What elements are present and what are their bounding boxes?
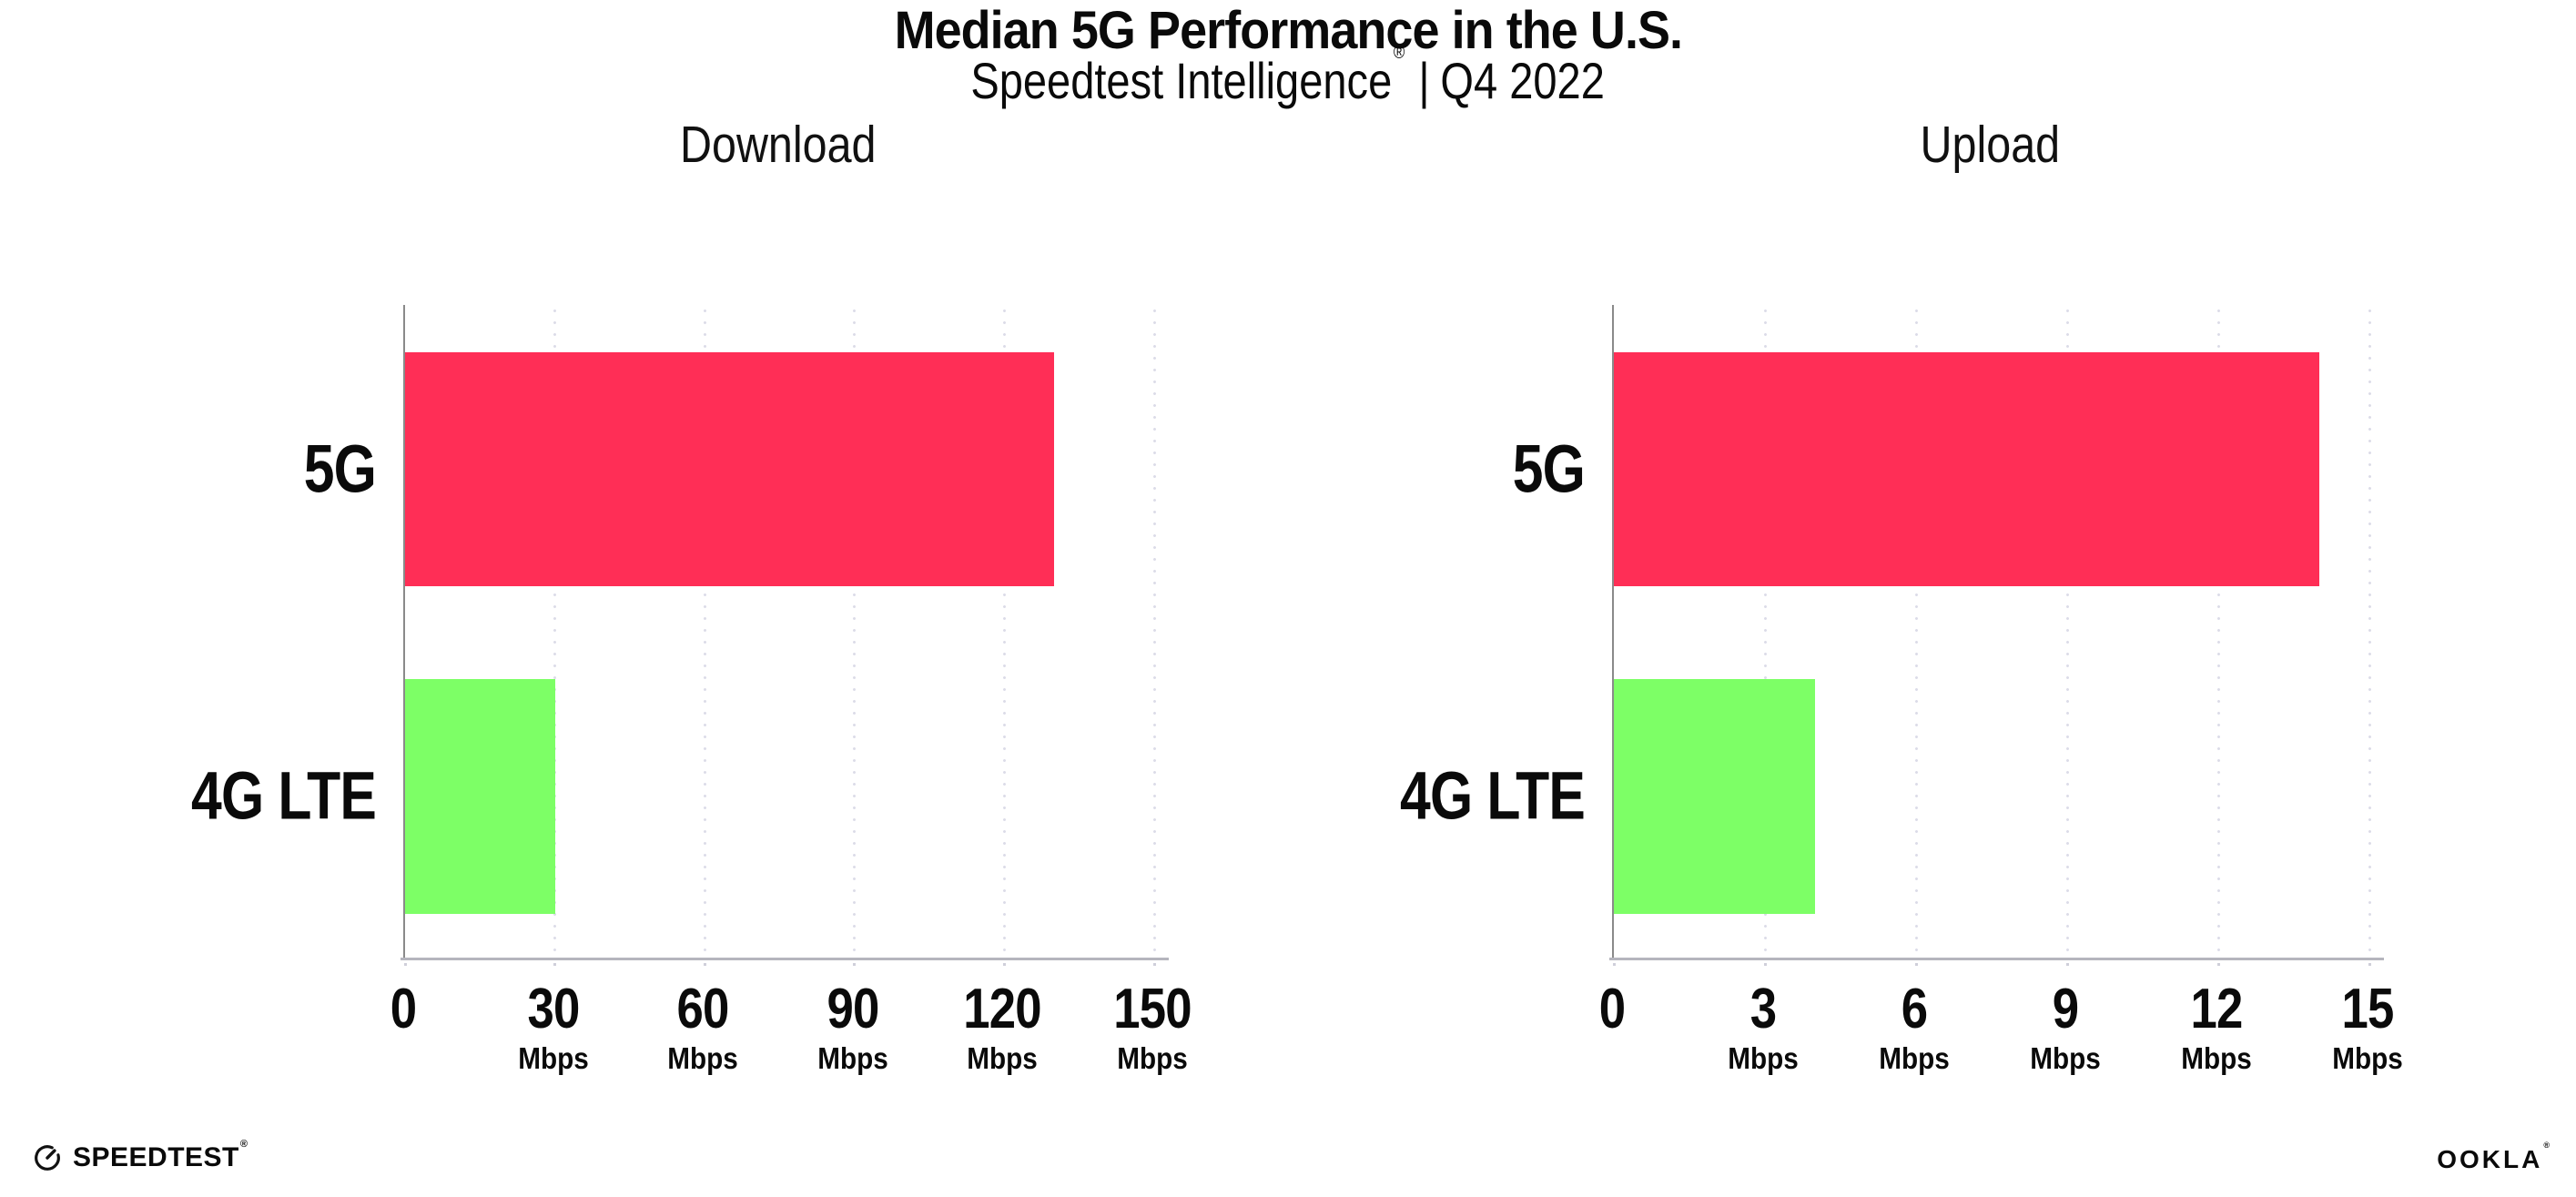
tick-unit: Mbps: [1117, 1041, 1188, 1075]
axis-tick-mark: [553, 963, 557, 966]
gridline: [2368, 305, 2371, 959]
tick-label: 30 Mbps: [514, 978, 593, 1075]
bar-5g: [405, 351, 1055, 586]
x-tick-labels: 0 30 Mbps 60 Mbps 90 Mbps 120 Mbps 150 Mbps: [390, 978, 1192, 1109]
tick-number: 6: [1901, 978, 1928, 1040]
tick-number: 0: [390, 978, 417, 1040]
download-chart-panel: Download 5G 4G LTE 0 30 Mbps 60 Mbps 90 Mbps 120…: [91, 117, 1192, 1127]
speedtest-logo-text: SPEEDTEST®: [73, 1139, 248, 1173]
tick-unit: Mbps: [667, 1041, 738, 1075]
tick-label: 3 Mbps: [1724, 978, 1802, 1075]
bar-4g-lte: [1614, 678, 1816, 914]
panel-title-text: Download: [679, 116, 877, 174]
bar-4g-lte: [405, 678, 555, 914]
gridline: [1763, 305, 1767, 959]
speedtest-gauge-icon: [35, 1145, 60, 1171]
tick-unit: Mbps: [2030, 1041, 2101, 1075]
tick-label: 15 Mbps: [2328, 978, 2407, 1075]
tick-unit: Mbps: [1728, 1041, 1799, 1075]
tick-label: 120 Mbps: [957, 978, 1048, 1075]
chart-subtitle: Speedtest Intelligence® | Q4 2022: [0, 43, 2576, 110]
axis-tick-mark: [1763, 963, 1767, 966]
panel-title: Download: [403, 117, 1152, 174]
x-tick-labels: 0 3 Mbps 6 Mbps 9 Mbps 12 Mbps 15 Mbps: [1599, 978, 2403, 1109]
gridline: [703, 305, 706, 959]
tick-label: 6 Mbps: [1875, 978, 1953, 1075]
tick-number: 30: [527, 978, 580, 1040]
subtitle-separator: |: [1418, 52, 1431, 109]
tick-number: 150: [1113, 978, 1192, 1040]
tick-label: 12 Mbps: [2177, 978, 2256, 1075]
axis-tick-mark: [1152, 963, 1156, 966]
registered-mark: ®: [1394, 43, 1405, 64]
category-label: 5G: [1512, 431, 1586, 506]
axis-tick-mark: [2065, 963, 2069, 966]
tick-label: 60 Mbps: [664, 978, 742, 1075]
gridline: [2065, 305, 2069, 959]
tick-label: 9 Mbps: [2026, 978, 2104, 1075]
axis-tick-mark: [2368, 963, 2371, 966]
axis-tick-mark: [1612, 963, 1616, 966]
tick-label: 0: [1597, 981, 1627, 1038]
axis-tick-mark: [1002, 963, 1006, 966]
tick-number: 12: [2190, 978, 2244, 1040]
tick-label: 0: [388, 981, 418, 1038]
category-label: 5G: [303, 431, 377, 506]
gridline: [1002, 305, 1006, 959]
upload-chart-panel: Upload 5G 4G LTE 0 3 Mbps 6 Mbps 9 Mbps 12 Mbps 15…: [1331, 117, 2432, 1127]
tick-unit: Mbps: [2332, 1041, 2403, 1075]
category-labels: 5G 4G LTE: [91, 305, 377, 959]
axis-tick-mark: [403, 963, 407, 966]
tick-unit: Mbps: [517, 1041, 589, 1075]
tick-number: 120: [963, 978, 1042, 1040]
tick-unit: Mbps: [2181, 1041, 2252, 1075]
speedtest-logo: SPEEDTEST®: [33, 1139, 248, 1176]
tick-unit: Mbps: [817, 1041, 888, 1075]
tick-unit: Mbps: [967, 1041, 1039, 1075]
tick-number: 3: [1749, 978, 1777, 1040]
tick-number: 0: [1598, 978, 1626, 1040]
axis-tick-mark: [703, 963, 706, 966]
gridline: [853, 305, 857, 959]
tick-label: 150 Mbps: [1107, 978, 1198, 1075]
subtitle-period: Q4 2022: [1440, 52, 1606, 109]
bar-5g: [1614, 351, 2319, 586]
subtitle-brand: Speedtest Intelligence: [970, 52, 1393, 109]
x-axis-line: [401, 958, 1169, 960]
tick-label: 90 Mbps: [814, 978, 892, 1075]
gridline: [553, 305, 557, 959]
axis-tick-mark: [853, 963, 857, 966]
tick-number: 60: [676, 978, 730, 1040]
tick-unit: Mbps: [1879, 1041, 1950, 1075]
ookla-logo: OOKLA®: [2437, 1141, 2550, 1174]
tick-number: 9: [2052, 978, 2079, 1040]
chart-title: Median 5G Performance in the U.S.: [0, 1, 2576, 60]
ookla-registered-mark: ®: [2543, 1140, 2550, 1150]
gridline: [2216, 305, 2220, 959]
tick-number: 15: [2341, 978, 2395, 1040]
plot-area: [1609, 305, 2384, 966]
speedtest-registered-mark: ®: [239, 1139, 248, 1150]
ookla-wordmark: OOKLA: [2437, 1145, 2543, 1173]
category-label: 4G LTE: [1400, 757, 1586, 833]
axis-tick-mark: [2216, 963, 2220, 966]
gridline: [1152, 305, 1156, 959]
panel-title: Upload: [1612, 117, 2368, 174]
x-axis-line: [1609, 958, 2384, 960]
category-label: 4G LTE: [191, 757, 377, 833]
axis-tick-mark: [1914, 963, 1918, 966]
plot-area: [401, 305, 1169, 966]
chart-title-text: Median 5G Performance in the U.S.: [894, 1, 1682, 60]
gridline: [1914, 305, 1918, 959]
tick-number: 90: [827, 978, 879, 1040]
category-labels: 5G 4G LTE: [1331, 305, 1586, 959]
chart-subtitle-text: Speedtest Intelligence® | Q4 2022: [970, 43, 1606, 110]
speedtest-wordmark: SPEEDTEST: [73, 1142, 239, 1172]
panel-title-text: Upload: [1920, 116, 2060, 174]
